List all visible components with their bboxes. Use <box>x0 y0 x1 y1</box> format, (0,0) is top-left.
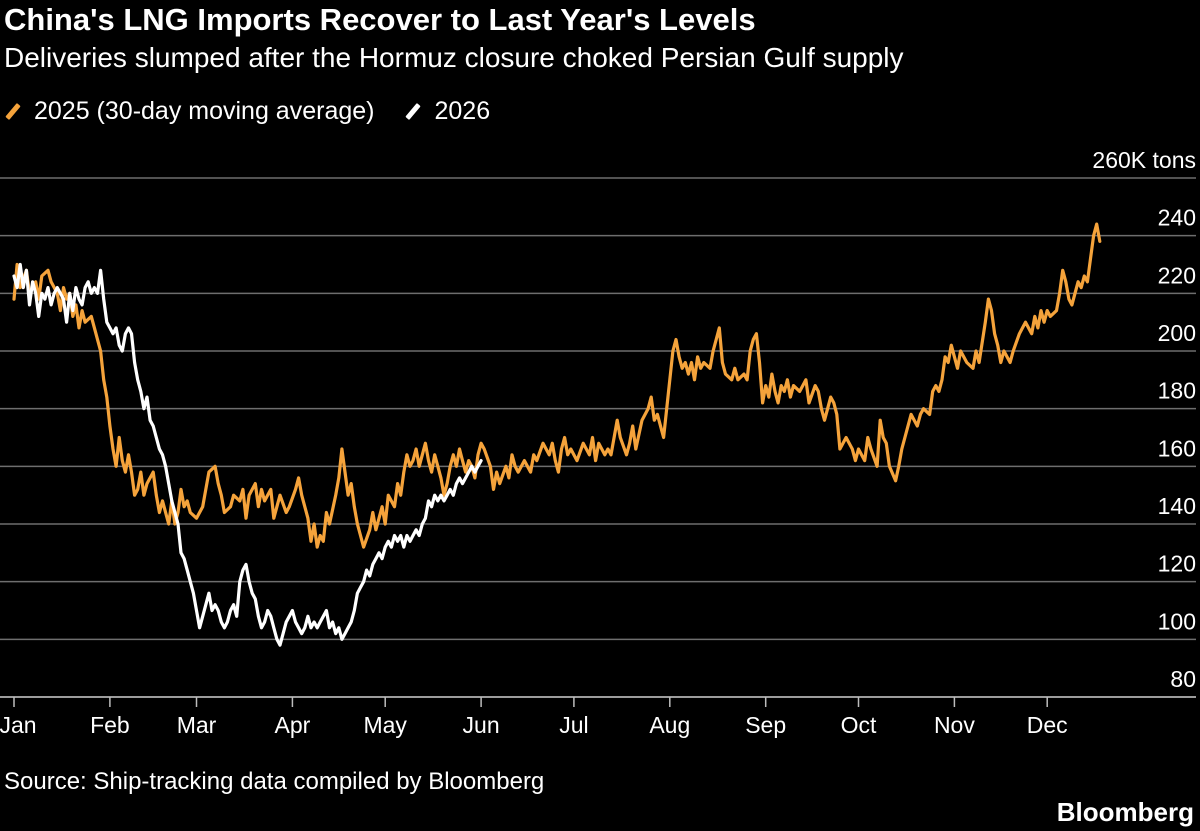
legend-label-2026: 2026 <box>434 97 491 125</box>
legend: 2025 (30-day moving average) 2026 <box>4 97 520 126</box>
x-tick-label: Nov <box>934 712 975 738</box>
x-tick-label: Jun <box>463 712 500 738</box>
grid-lines <box>0 177 1196 698</box>
x-tick-label: Jan <box>0 712 37 738</box>
y-tick-label: 200 <box>1158 320 1196 346</box>
y-tick-label: 240 <box>1158 205 1196 231</box>
x-tick-label: Sep <box>745 712 786 738</box>
chart-title: China's LNG Imports Recover to Last Year… <box>4 2 756 37</box>
y-tick-label: 260K tons <box>1092 147 1196 173</box>
y-tick-label: 220 <box>1158 262 1196 288</box>
x-tick-label: Apr <box>275 712 311 738</box>
bloomberg-logo: Bloomberg <box>1056 797 1194 827</box>
y-tick-label: 160 <box>1158 435 1196 461</box>
x-tick-label: Jul <box>559 712 588 738</box>
series-lines <box>12 222 1102 647</box>
legend-label-2025: 2025 (30-day moving average) <box>34 97 375 125</box>
y-tick-label: 140 <box>1158 493 1196 519</box>
x-tick-label: May <box>363 712 407 738</box>
legend-item-2025[interactable]: 2025 (30-day moving average) <box>4 97 374 126</box>
y-tick-label: 120 <box>1158 551 1196 577</box>
chart-subtitle: Deliveries slumped after the Hormuz clos… <box>4 42 904 73</box>
legend-item-2026[interactable]: 2026 <box>404 97 490 126</box>
y-tick-label: 180 <box>1158 378 1196 404</box>
x-tick-label: Dec <box>1027 712 1068 738</box>
series-line-2025 <box>12 222 1102 549</box>
x-tick-label: Aug <box>649 712 690 738</box>
y-tick-label: 80 <box>1170 666 1196 692</box>
axis-ticks: 80 100 120 140 160 180 200 220 240 260K tons Jan Fe… <box>0 147 1196 738</box>
x-tick-label: Mar <box>177 712 217 738</box>
x-tick-label: Oct <box>841 712 877 738</box>
source-note: Source: Ship-tracking data compiled by B… <box>4 768 545 795</box>
y-tick-label: 100 <box>1158 608 1196 634</box>
x-tick-label: Feb <box>90 712 130 738</box>
series-line-2026 <box>12 262 483 647</box>
